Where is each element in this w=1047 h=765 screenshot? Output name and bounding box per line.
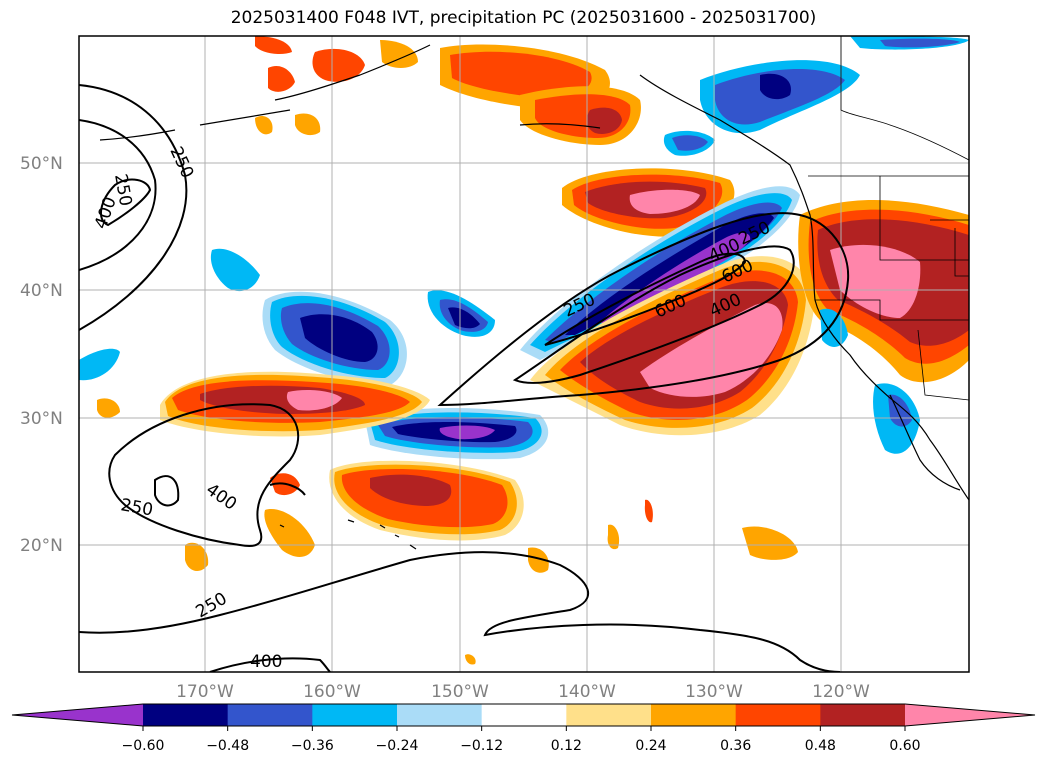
colorbar-extension-low [12,704,143,726]
lon-label-120w: 120°W [812,682,870,702]
colorbar-tick-label: −0.36 [291,738,334,754]
political-borders [808,36,970,401]
colorbar-tick-label: 0.24 [635,738,666,754]
lat-label-50n: 50°N [20,154,63,174]
colorbar-segment [312,704,398,726]
colorbar-segment [735,704,821,726]
contour-label: 400 [250,652,282,672]
coastlines [99,44,969,550]
colorbar-segment [566,704,652,726]
map-frame [78,35,970,673]
colorbar-extension-high [905,704,1035,726]
colorbar-tick-label: −0.12 [460,738,503,754]
colorbar-segment [397,704,483,726]
contour-label: 400 [202,480,240,515]
lon-label-170w: 170°W [176,682,234,702]
ivt-contours [79,84,850,672]
colorbar-tick-label: −0.48 [206,738,249,754]
lat-label-40n: 40°N [20,281,63,301]
lon-label-130w: 130°W [685,682,743,702]
colorbar-segment [820,704,906,726]
colorbar-tick-label: 0.12 [551,738,582,754]
colorbar [11,703,1036,727]
gridlines [79,36,969,672]
longitude-labels: 170°W 160°W 150°W 140°W 130°W 120°W [176,682,870,702]
colorbar-tick-label: 0.60 [889,738,920,754]
lon-label-150w: 150°W [431,682,489,702]
colorbar-tick-label: 0.36 [720,738,751,754]
map-title: 2025031400 F048 IVT, precipitation PC (2… [230,8,817,28]
colorbar-tick-label: 0.48 [805,738,836,754]
contour-label: 400 [91,194,121,231]
colorbar-segment [481,704,567,726]
colorbar-segment [651,704,737,726]
latitude-labels: 50°N 40°N 30°N 20°N [20,154,63,556]
lon-label-140w: 140°W [558,682,616,702]
contour-label: 250 [119,495,154,520]
colorbar-segment [143,704,229,726]
precipitation-shading [79,36,969,665]
colorbar-segment [227,704,313,726]
colorbar-ticks: −0.60 −0.48 −0.36 −0.24 −0.12 0.12 0.24 0.36 0.4… [122,726,921,754]
lat-label-30n: 30°N [20,409,63,429]
lon-label-160w: 160°W [303,682,361,702]
colorbar-tick-label: −0.24 [376,738,419,754]
colorbar-tick-label: −0.60 [122,738,165,754]
lat-label-20n: 20°N [20,536,63,556]
